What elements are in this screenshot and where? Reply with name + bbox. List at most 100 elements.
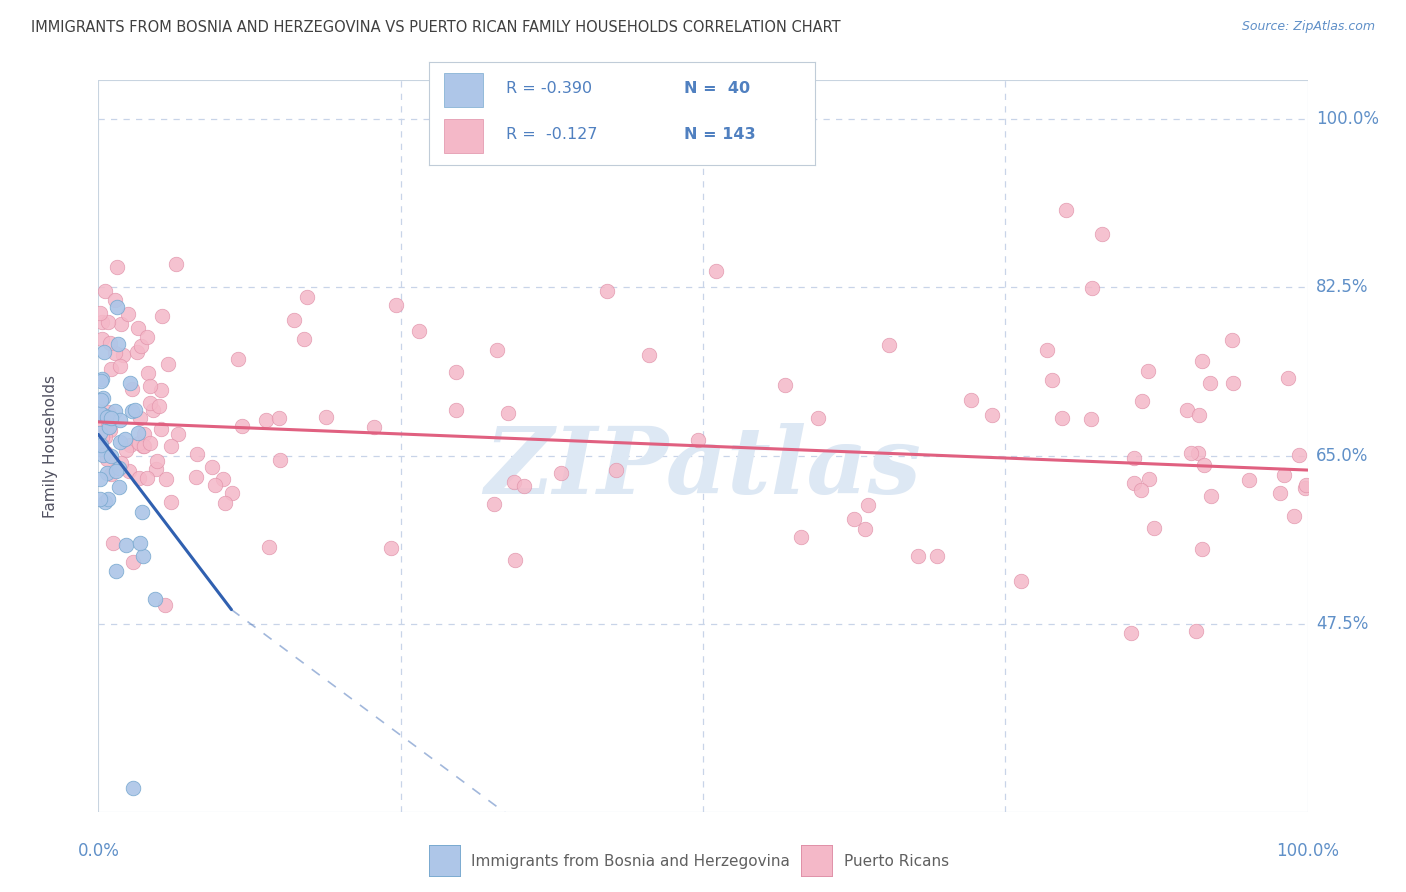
- Point: [107, 480, 129, 494]
- Point: [156, 357, 179, 371]
- Point: [94, 430, 117, 444]
- Point: [90, 392, 112, 407]
- Point: [165, 257, 187, 271]
- Point: [128, 435, 150, 450]
- Point: [120, 376, 142, 391]
- Point: [124, 403, 146, 417]
- Point: [104, 293, 127, 308]
- Point: [97, 405, 120, 419]
- Point: [150, 309, 173, 323]
- Text: IMMIGRANTS FROM BOSNIA AND HERZEGOVINA VS PUERTO RICAN FAMILY HOUSEHOLDS CORRELA: IMMIGRANTS FROM BOSNIA AND HERZEGOVINA V…: [31, 20, 841, 35]
- Point: [145, 462, 167, 476]
- Point: [91, 429, 114, 443]
- Point: [91, 417, 114, 432]
- Point: [1132, 394, 1154, 409]
- Point: [907, 549, 929, 564]
- Point: [1122, 451, 1144, 466]
- Point: [96, 451, 118, 466]
- Point: [93, 495, 115, 509]
- Point: [131, 505, 153, 519]
- Point: [127, 345, 149, 359]
- Point: [1175, 403, 1198, 417]
- Point: [1270, 485, 1292, 500]
- Point: [89, 426, 111, 441]
- Point: [1272, 468, 1295, 483]
- Point: [93, 345, 115, 359]
- Point: [503, 553, 526, 567]
- Point: [89, 492, 111, 507]
- Text: Source: ZipAtlas.com: Source: ZipAtlas.com: [1241, 20, 1375, 33]
- Point: [380, 541, 402, 555]
- Point: [114, 432, 136, 446]
- Point: [1130, 483, 1153, 498]
- Point: [925, 549, 948, 564]
- Point: [98, 423, 121, 437]
- Point: [129, 411, 152, 425]
- Point: [1185, 624, 1208, 639]
- Point: [231, 418, 253, 433]
- Point: [385, 298, 408, 312]
- Point: [103, 536, 125, 550]
- Point: [257, 540, 280, 554]
- Point: [90, 374, 112, 388]
- Point: [91, 391, 114, 405]
- Point: [444, 402, 467, 417]
- Point: [267, 411, 290, 425]
- Point: [136, 330, 159, 344]
- Point: [90, 438, 112, 452]
- Point: [110, 456, 132, 470]
- Point: [485, 343, 508, 357]
- Point: [143, 592, 166, 607]
- Point: [100, 450, 122, 464]
- Point: [226, 351, 249, 366]
- Point: [104, 345, 127, 359]
- Point: [408, 324, 430, 338]
- Point: [1036, 343, 1059, 357]
- Text: 100.0%: 100.0%: [1316, 110, 1379, 128]
- Point: [150, 422, 173, 436]
- Point: [127, 425, 149, 440]
- Point: [104, 463, 127, 477]
- Point: [142, 403, 165, 417]
- Point: [807, 411, 830, 425]
- Point: [105, 260, 128, 274]
- Point: [503, 475, 526, 490]
- Point: [132, 439, 155, 453]
- Point: [186, 447, 208, 461]
- Point: [111, 348, 134, 362]
- Point: [127, 320, 149, 334]
- Text: ZIPatlas: ZIPatlas: [485, 423, 921, 513]
- Point: [108, 359, 131, 373]
- Point: [686, 433, 709, 447]
- Point: [90, 332, 112, 346]
- Point: [100, 361, 122, 376]
- Point: [212, 472, 235, 486]
- Point: [297, 290, 319, 304]
- Point: [96, 410, 118, 425]
- Point: [959, 392, 981, 407]
- Point: [1010, 574, 1032, 588]
- Point: [1222, 376, 1244, 390]
- Point: [1050, 411, 1073, 425]
- Point: [856, 499, 879, 513]
- Point: [550, 467, 572, 481]
- Point: [254, 413, 277, 427]
- Point: [110, 317, 132, 331]
- Point: [89, 406, 111, 420]
- Point: [160, 439, 183, 453]
- Point: [1143, 521, 1166, 535]
- Point: [148, 399, 170, 413]
- FancyBboxPatch shape: [444, 73, 484, 106]
- Point: [108, 412, 131, 426]
- Point: [108, 460, 131, 475]
- Point: [1137, 472, 1160, 486]
- Point: [105, 564, 128, 578]
- Point: [214, 496, 236, 510]
- Text: N = 143: N = 143: [685, 127, 755, 142]
- Point: [155, 471, 177, 485]
- Point: [122, 780, 145, 795]
- Point: [114, 443, 136, 458]
- Point: [153, 599, 176, 613]
- Point: [97, 314, 120, 328]
- Point: [1054, 203, 1077, 218]
